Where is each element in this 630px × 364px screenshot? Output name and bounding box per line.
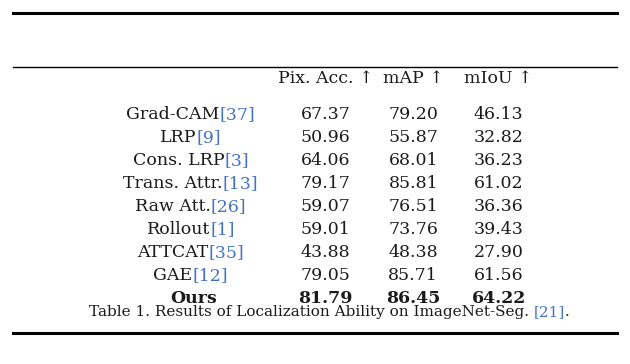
Text: Table 1. Results of Localization Ability on ImageNet-Seg.: Table 1. Results of Localization Ability… xyxy=(88,305,534,319)
Text: 85.71: 85.71 xyxy=(388,267,438,284)
Text: [21]: [21] xyxy=(534,305,564,319)
Text: 36.23: 36.23 xyxy=(474,152,524,169)
Text: 73.76: 73.76 xyxy=(388,221,438,238)
Text: 59.01: 59.01 xyxy=(301,221,350,238)
Text: 55.87: 55.87 xyxy=(388,129,438,146)
Text: 48.38: 48.38 xyxy=(388,244,438,261)
Text: 81.79: 81.79 xyxy=(298,290,353,307)
Text: 79.17: 79.17 xyxy=(301,175,350,192)
Text: 85.81: 85.81 xyxy=(388,175,438,192)
Text: [12]: [12] xyxy=(193,267,228,284)
Text: [35]: [35] xyxy=(209,244,244,261)
Text: Pix. Acc. ↑: Pix. Acc. ↑ xyxy=(278,70,373,87)
Text: LRP: LRP xyxy=(160,129,197,146)
Text: 59.07: 59.07 xyxy=(301,198,350,215)
Text: [13]: [13] xyxy=(222,175,258,192)
Text: [26]: [26] xyxy=(211,198,246,215)
Text: 67.37: 67.37 xyxy=(301,106,350,123)
Text: 61.56: 61.56 xyxy=(474,267,524,284)
Text: Ours: Ours xyxy=(170,290,217,307)
Text: 43.88: 43.88 xyxy=(301,244,350,261)
Text: 76.51: 76.51 xyxy=(388,198,438,215)
Text: Grad-CAM: Grad-CAM xyxy=(126,106,219,123)
Text: [3]: [3] xyxy=(224,152,249,169)
Text: 68.01: 68.01 xyxy=(389,152,438,169)
Text: mIoU ↑: mIoU ↑ xyxy=(464,70,533,87)
Text: Rollout: Rollout xyxy=(147,221,210,238)
Text: 64.06: 64.06 xyxy=(301,152,350,169)
Text: 39.43: 39.43 xyxy=(474,221,524,238)
Text: 86.45: 86.45 xyxy=(386,290,440,307)
Text: 27.90: 27.90 xyxy=(474,244,524,261)
Text: 61.02: 61.02 xyxy=(474,175,524,192)
Text: [37]: [37] xyxy=(219,106,255,123)
Text: GAE: GAE xyxy=(153,267,193,284)
Text: Trans. Attr.: Trans. Attr. xyxy=(123,175,222,192)
Text: 50.96: 50.96 xyxy=(301,129,350,146)
Text: .: . xyxy=(564,305,570,319)
Text: 46.13: 46.13 xyxy=(474,106,524,123)
Text: 32.82: 32.82 xyxy=(474,129,524,146)
Text: Cons. LRP: Cons. LRP xyxy=(132,152,224,169)
Text: 79.20: 79.20 xyxy=(388,106,438,123)
Text: Raw Att.: Raw Att. xyxy=(135,198,211,215)
Text: 64.22: 64.22 xyxy=(471,290,526,307)
Text: 36.36: 36.36 xyxy=(474,198,524,215)
Text: mAP ↑: mAP ↑ xyxy=(383,70,444,87)
Text: [1]: [1] xyxy=(210,221,234,238)
Text: [9]: [9] xyxy=(197,129,221,146)
Text: ATTCAT: ATTCAT xyxy=(137,244,209,261)
Text: 79.05: 79.05 xyxy=(301,267,350,284)
